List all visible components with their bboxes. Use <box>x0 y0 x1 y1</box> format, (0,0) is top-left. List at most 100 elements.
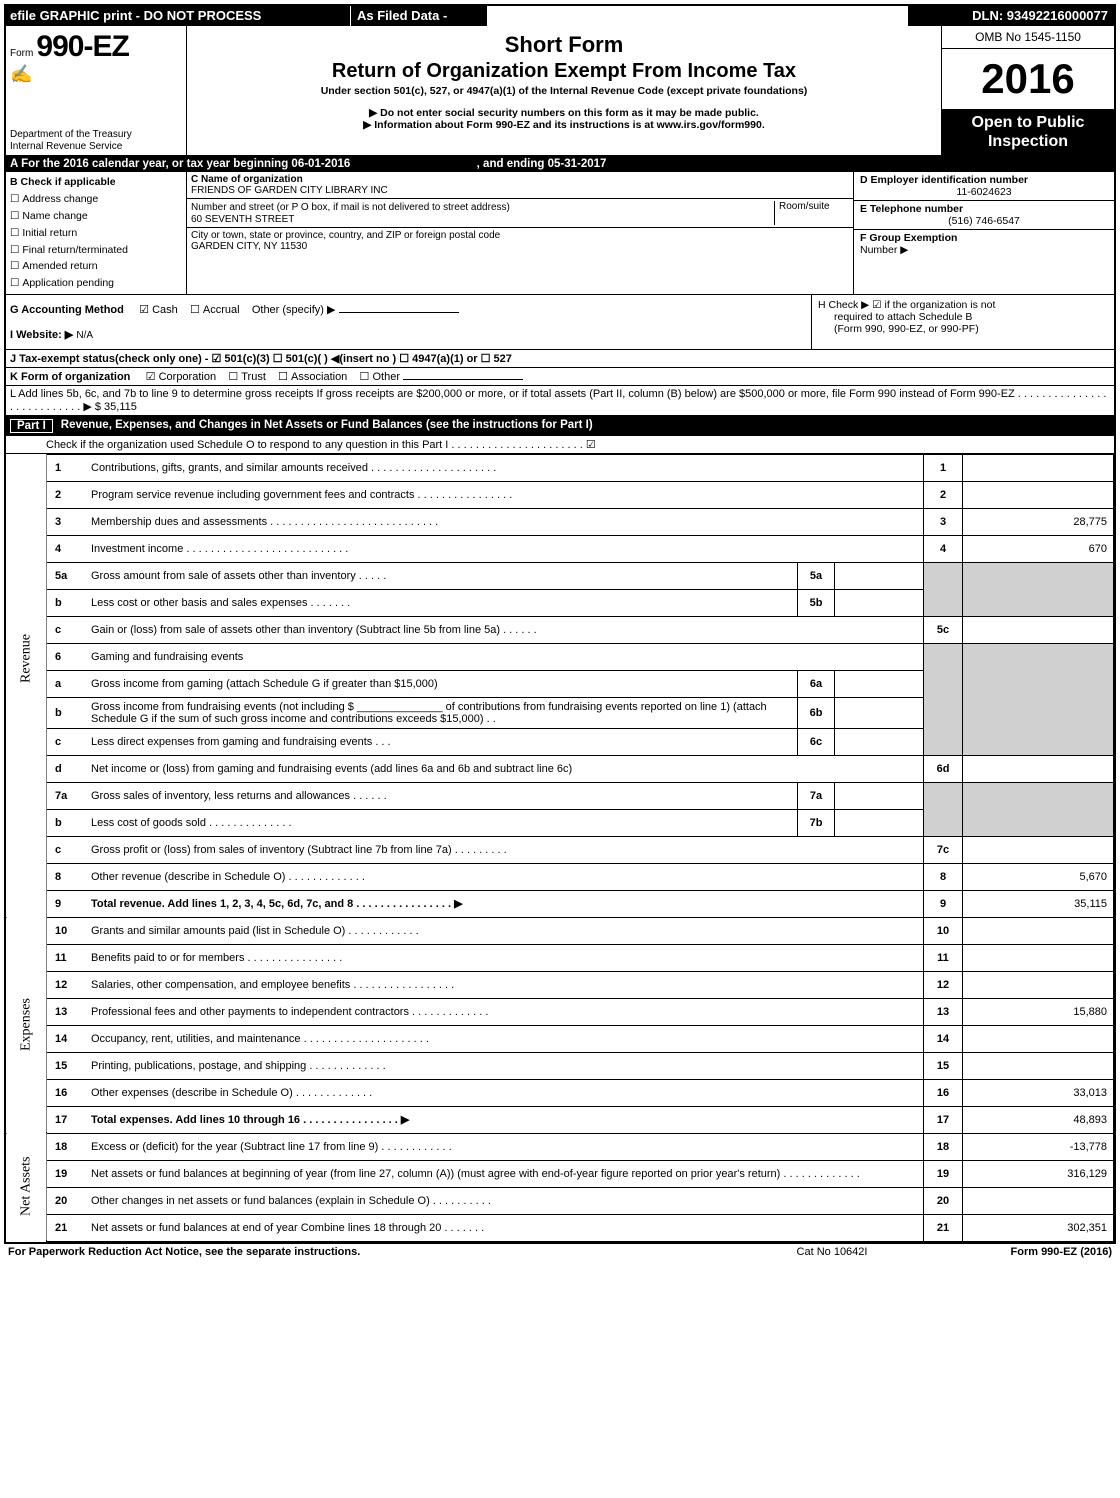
tax-year: 2016 <box>942 49 1114 109</box>
d-label: D Employer identification number <box>860 174 1108 186</box>
title-return: Return of Organization Exempt From Incom… <box>195 60 933 83</box>
table-row: 11 Benefits paid to or for members . . .… <box>6 944 1114 971</box>
table-row: 2 Program service revenue including gove… <box>6 481 1114 508</box>
table-row: 21 Net assets or fund balances at end of… <box>6 1214 1114 1241</box>
table-row: c Gain or (loss) from sale of assets oth… <box>6 616 1114 643</box>
chk-name[interactable]: Name change <box>10 208 182 225</box>
e-val: (516) 746-6547 <box>860 215 1108 227</box>
chk-pending[interactable]: Application pending <box>10 275 182 292</box>
chk-assoc[interactable] <box>278 371 291 383</box>
side-netassets: Net Assets <box>6 1133 47 1241</box>
part1-title: Revenue, Expenses, and Changes in Net As… <box>61 419 593 433</box>
row-gh: G Accounting Method Cash Accrual Other (… <box>6 295 1114 350</box>
part1-table: Revenue 1 Contributions, gifts, grants, … <box>6 454 1114 1242</box>
i-label: I Website: ▶ <box>10 329 73 341</box>
topbar-mid: As Filed Data - <box>351 6 487 26</box>
note-info: ▶ Information about Form 990-EZ and its … <box>195 119 933 131</box>
c-name-label: C Name of organization <box>191 174 849 185</box>
c-room-label: Room/suite <box>774 201 849 225</box>
f-label: F Group Exemption <box>860 232 957 244</box>
chk-accrual[interactable] <box>190 304 203 316</box>
f-row: F Group Exemption Number ▶ <box>854 230 1114 258</box>
omb-number: OMB No 1545-1150 <box>942 26 1114 49</box>
chk-initial[interactable]: Initial return <box>10 225 182 242</box>
c-city-val: GARDEN CITY, NY 11530 <box>191 241 849 252</box>
d-val: 11-6024623 <box>860 186 1108 198</box>
j-text: J Tax-exempt status(check only one) - ☑ … <box>10 353 512 365</box>
col-g: G Accounting Method Cash Accrual Other (… <box>6 295 811 349</box>
table-row: 15 Printing, publications, postage, and … <box>6 1052 1114 1079</box>
inspection-line2: Inspection <box>944 132 1112 151</box>
chk-trust[interactable] <box>228 371 241 383</box>
title-short-form: Short Form <box>195 32 933 58</box>
inspection-line1: Open to Public <box>944 113 1112 132</box>
table-row: 12 Salaries, other compensation, and emp… <box>6 971 1114 998</box>
i-val: N/A <box>76 330 93 341</box>
col-c: C Name of organization FRIENDS OF GARDEN… <box>187 172 854 294</box>
row-l: L Add lines 5b, 6c, and 7b to line 9 to … <box>6 386 1114 416</box>
c-addr-label: Number and street (or P O box, if mail i… <box>191 202 510 213</box>
k-other-line[interactable] <box>403 379 523 380</box>
top-bar: efile GRAPHIC print - DO NOT PROCESS As … <box>6 6 1114 26</box>
k-label: K Form of organization <box>10 371 130 383</box>
table-row: 20 Other changes in net assets or fund b… <box>6 1187 1114 1214</box>
col-b: B Check if applicable Address change Nam… <box>6 172 187 294</box>
part1-label: Part I <box>10 419 53 433</box>
side-revenue: Revenue <box>6 454 47 863</box>
side-expenses: Expenses <box>6 917 47 1133</box>
form-prefix: Form <box>10 48 33 59</box>
header-right: OMB No 1545-1150 2016 Open to Public Ins… <box>941 26 1114 155</box>
chk-cash[interactable] <box>139 304 152 316</box>
part1-subtext: Check if the organization used Schedule … <box>6 436 1114 454</box>
table-row: 17 Total expenses. Add lines 10 through … <box>6 1106 1114 1133</box>
part1-header: Part I Revenue, Expenses, and Changes in… <box>6 416 1114 436</box>
chk-address[interactable]: Address change <box>10 191 182 208</box>
c-addr-val: 60 SEVENTH STREET <box>191 214 294 225</box>
e-row: E Telephone number (516) 746-6547 <box>854 201 1114 230</box>
table-row: 16 Other expenses (describe in Schedule … <box>6 1079 1114 1106</box>
header-center: Short Form Return of Organization Exempt… <box>187 26 941 155</box>
h-line3: (Form 990, 990-EZ, or 990-PF) <box>818 323 1108 335</box>
c-addr-row: Number and street (or P O box, if mail i… <box>187 199 853 228</box>
e-label: E Telephone number <box>860 203 1108 215</box>
table-row: d Net income or (loss) from gaming and f… <box>6 755 1114 782</box>
section-bc: B Check if applicable Address change Nam… <box>6 172 1114 295</box>
table-row: 19 Net assets or fund balances at beginn… <box>6 1160 1114 1187</box>
l-text: L Add lines 5b, 6c, and 7b to line 9 to … <box>10 388 1106 413</box>
row-k: K Form of organization Corporation Trust… <box>6 368 1114 386</box>
inspection-box: Open to Public Inspection <box>942 109 1114 155</box>
table-row: 6 Gaming and fundraising events <box>6 643 1114 670</box>
table-row: Net Assets 18 Excess or (deficit) for th… <box>6 1133 1114 1160</box>
topbar-left: efile GRAPHIC print - DO NOT PROCESS <box>6 6 351 26</box>
col-def: D Employer identification number 11-6024… <box>854 172 1114 294</box>
g-other-line[interactable] <box>339 312 459 313</box>
irs-label: Internal Revenue Service <box>10 141 132 153</box>
header-row: Form 990-EZ ✍ Department of the Treasury… <box>6 26 1114 156</box>
table-row: 7a Gross sales of inventory, less return… <box>6 782 1114 809</box>
table-row: Revenue 1 Contributions, gifts, grants, … <box>6 454 1114 481</box>
c-name-row: C Name of organization FRIENDS OF GARDEN… <box>187 172 853 199</box>
header-left: Form 990-EZ ✍ Department of the Treasury… <box>6 26 187 155</box>
row-a: A For the 2016 calendar year, or tax yea… <box>6 156 1114 172</box>
dept-label: Department of the Treasury <box>10 129 132 141</box>
topbar-spacer <box>487 6 908 26</box>
table-row: 3 Membership dues and assessments . . . … <box>6 508 1114 535</box>
g-label: G Accounting Method <box>10 304 124 316</box>
h-line2: required to attach Schedule B <box>818 311 1108 323</box>
chk-corp[interactable] <box>146 371 159 383</box>
chk-final[interactable]: Final return/terminated <box>10 242 182 259</box>
subtitle: Under section 501(c), 527, or 4947(a)(1)… <box>195 85 933 97</box>
h-line1: H Check ▶ ☑ if the organization is not <box>818 299 1108 311</box>
form-number: 990-EZ <box>36 30 128 63</box>
table-row: c Gross profit or (loss) from sales of i… <box>6 836 1114 863</box>
footer-mid: Cat No 10642I <box>732 1246 932 1258</box>
footer-right: Form 990-EZ (2016) <box>932 1246 1112 1258</box>
table-row: 13 Professional fees and other payments … <box>6 998 1114 1025</box>
c-city-label: City or town, state or province, country… <box>191 230 849 241</box>
form-container: efile GRAPHIC print - DO NOT PROCESS As … <box>4 4 1116 1244</box>
chk-other[interactable] <box>360 371 373 383</box>
col-h: H Check ▶ ☑ if the organization is not r… <box>811 295 1114 349</box>
chk-amended[interactable]: Amended return <box>10 258 182 275</box>
table-row: 4 Investment income . . . . . . . . . . … <box>6 535 1114 562</box>
footer-left: For Paperwork Reduction Act Notice, see … <box>8 1246 732 1258</box>
